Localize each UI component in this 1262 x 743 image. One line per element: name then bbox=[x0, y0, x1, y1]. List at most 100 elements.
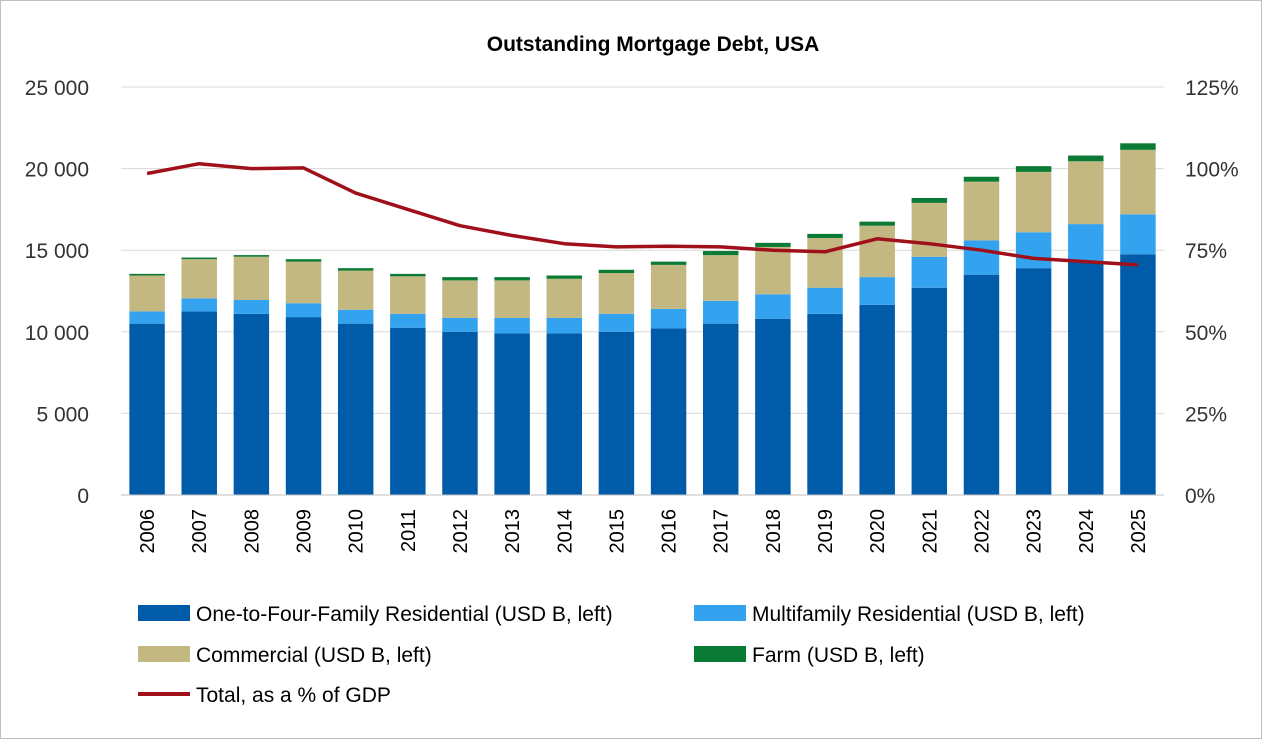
x-tick-label: 2009 bbox=[294, 509, 316, 554]
x-tick-label: 2013 bbox=[502, 509, 524, 554]
bar-segment bbox=[859, 277, 895, 305]
bar-segment bbox=[1120, 254, 1156, 495]
bar-segment bbox=[1015, 268, 1052, 495]
y-right-tick-label: 125% bbox=[1185, 77, 1239, 100]
legend-label: One-to-Four-Family Residential (USD B, l… bbox=[196, 603, 613, 626]
y-left-tick-label: 10 000 bbox=[25, 322, 89, 345]
bar-segment bbox=[285, 317, 322, 495]
bar-segment bbox=[1015, 166, 1052, 172]
bar-segment bbox=[442, 317, 478, 332]
x-tick-label: 2021 bbox=[919, 509, 941, 554]
bar-segment bbox=[650, 328, 687, 495]
bar-segment bbox=[963, 176, 1000, 182]
x-tick-label: 2014 bbox=[554, 509, 576, 554]
bar-segment bbox=[755, 294, 791, 319]
bar-segment bbox=[1015, 171, 1052, 233]
bar-segment bbox=[546, 275, 583, 279]
x-tick-label: 2018 bbox=[763, 509, 785, 554]
bar-segment bbox=[390, 273, 426, 277]
legend-label: Total, as a % of GDP bbox=[196, 684, 391, 707]
bar-segment bbox=[702, 323, 739, 495]
x-axis-labels: 2006 2007 2008 2009 2010 2011 2012 2013 2014 2015… bbox=[137, 509, 1150, 554]
bar-segment bbox=[546, 317, 583, 334]
bar-segment bbox=[233, 256, 270, 300]
legend-label: Commercial (USD B, left) bbox=[196, 644, 432, 667]
bar-segment bbox=[755, 246, 791, 295]
bar-segment bbox=[963, 274, 1000, 495]
bar-segment bbox=[755, 242, 791, 247]
x-tick-label: 2019 bbox=[815, 509, 837, 554]
bar-segment bbox=[598, 313, 635, 332]
bar-segment bbox=[650, 261, 687, 265]
bar-segment bbox=[494, 333, 530, 495]
bar-segment bbox=[755, 318, 791, 495]
legend-label: Multifamily Residential (USD B, left) bbox=[752, 603, 1085, 626]
bar-segment bbox=[1120, 149, 1156, 215]
x-tick-label: 2007 bbox=[189, 509, 211, 554]
bar-segment bbox=[494, 317, 530, 334]
bar-segment bbox=[702, 251, 739, 256]
bar-segment bbox=[859, 225, 895, 278]
bar-segment bbox=[702, 255, 739, 301]
bar-segment bbox=[1068, 155, 1104, 162]
x-tick-label: 2025 bbox=[1128, 509, 1150, 554]
bar-segment bbox=[285, 303, 322, 318]
bar-segment bbox=[1120, 214, 1156, 255]
y-right-tick-label: 75% bbox=[1185, 240, 1227, 263]
gdp-share-line bbox=[146, 161, 1139, 267]
legend-swatch bbox=[694, 646, 746, 662]
bar-segment bbox=[181, 311, 217, 495]
bars bbox=[129, 143, 1156, 495]
bar-segment bbox=[1068, 261, 1104, 495]
bar-segment bbox=[494, 277, 530, 281]
x-tick-label: 2006 bbox=[137, 509, 159, 554]
x-tick-label: 2010 bbox=[346, 509, 368, 554]
y-axis-right: 0% 25% 50% 75% 100% 125% bbox=[1185, 77, 1239, 508]
x-tick-label: 2008 bbox=[241, 509, 263, 554]
bar-segment bbox=[911, 202, 948, 257]
bar-segment bbox=[807, 313, 843, 495]
bar-segment bbox=[702, 300, 739, 324]
bar-segment bbox=[129, 311, 165, 324]
y-right-tick-label: 0% bbox=[1185, 485, 1215, 508]
bar-segment bbox=[233, 299, 270, 314]
x-tick-label: 2011 bbox=[398, 509, 420, 552]
bar-segment bbox=[129, 323, 165, 495]
bar-segment bbox=[285, 261, 322, 304]
legend-swatch bbox=[138, 605, 190, 621]
bar-segment bbox=[807, 237, 843, 288]
bar-segment bbox=[233, 313, 270, 495]
bar-segment bbox=[129, 275, 165, 312]
bar-segment bbox=[1068, 224, 1104, 262]
x-tick-label: 2016 bbox=[659, 509, 681, 554]
bar-segment bbox=[129, 273, 165, 276]
y-left-tick-label: 0 bbox=[77, 485, 89, 508]
bar-segment bbox=[598, 273, 635, 314]
bar-segment bbox=[442, 277, 478, 281]
bar-segment bbox=[181, 257, 217, 260]
bar-segment bbox=[911, 197, 948, 203]
bar-segment bbox=[859, 221, 895, 226]
gridlines bbox=[121, 86, 1164, 414]
legend-swatch bbox=[138, 646, 190, 662]
bar-segment bbox=[442, 331, 478, 495]
bar-segment bbox=[963, 240, 1000, 275]
bar-segment bbox=[390, 276, 426, 314]
bar-segment bbox=[494, 280, 530, 318]
bar-segment bbox=[1015, 232, 1052, 269]
bar-segment bbox=[807, 233, 843, 238]
x-tick-label: 2023 bbox=[1024, 509, 1046, 554]
legend-swatch bbox=[694, 605, 746, 621]
bar-segment bbox=[233, 255, 270, 257]
bar-segment bbox=[807, 287, 843, 314]
y-left-tick-label: 20 000 bbox=[25, 159, 89, 182]
bar-segment bbox=[337, 270, 374, 310]
bar-segment bbox=[337, 323, 374, 495]
y-right-tick-label: 25% bbox=[1185, 403, 1227, 426]
bar-segment bbox=[337, 309, 374, 324]
bar-segment bbox=[650, 264, 687, 309]
bar-segment bbox=[1120, 143, 1156, 150]
gdp-line bbox=[146, 161, 1139, 267]
